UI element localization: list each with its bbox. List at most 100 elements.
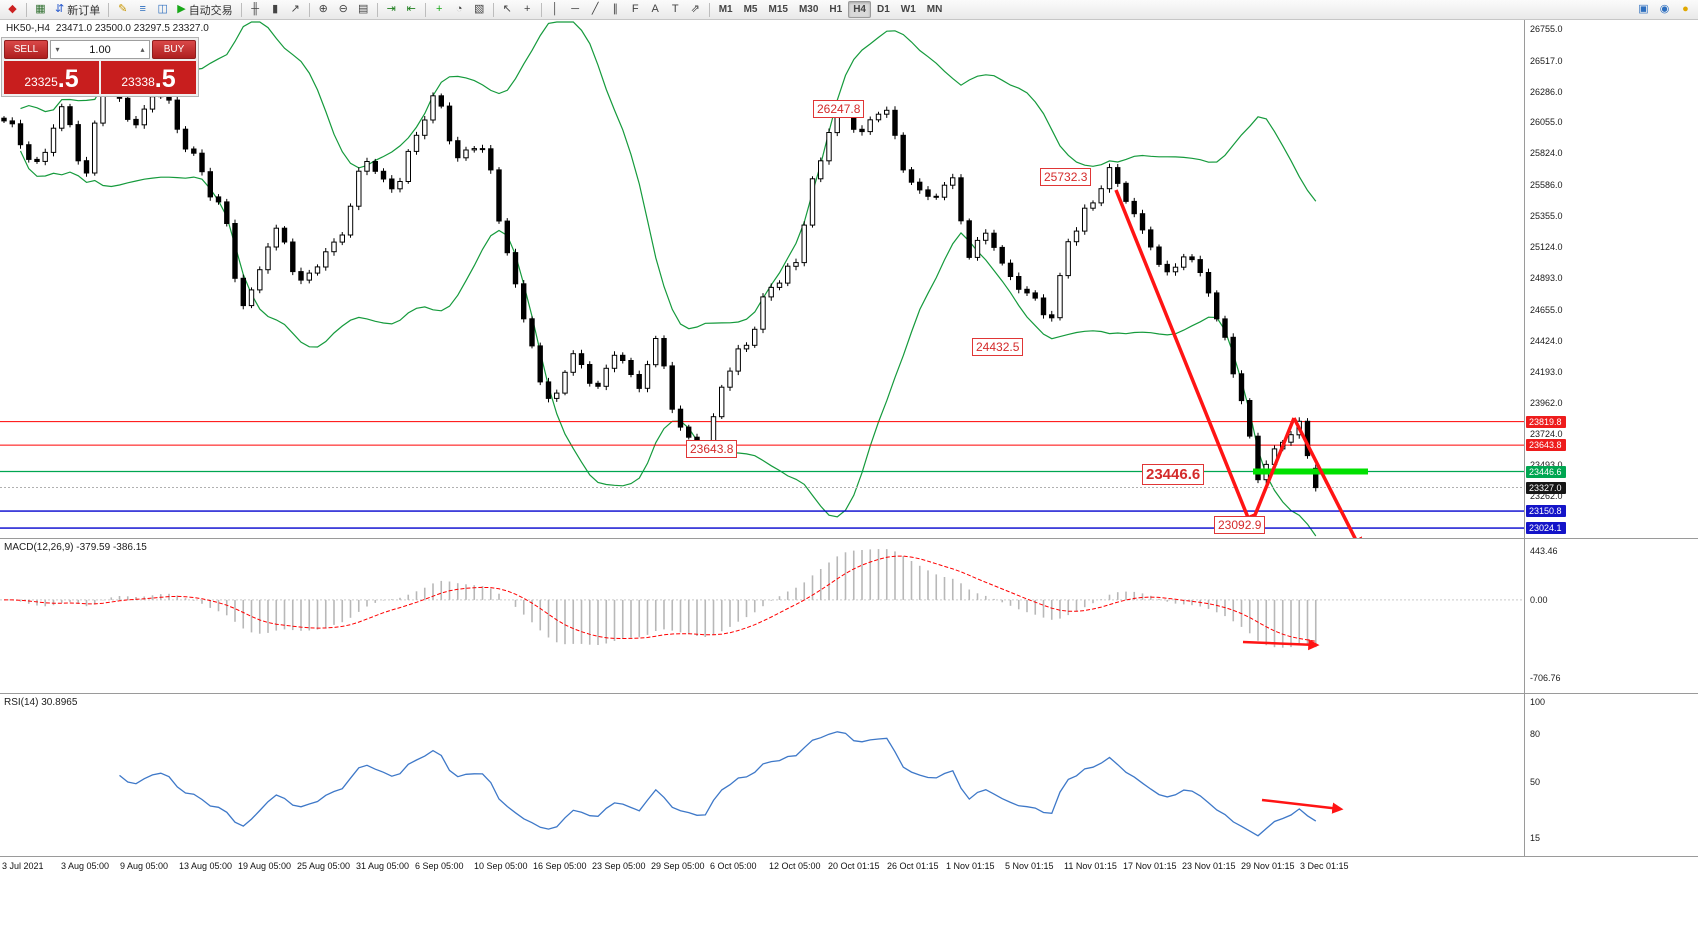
bollinger-bands [19, 21, 1317, 537]
arrows-tool-button[interactable]: ⇗ [686, 1, 705, 18]
vertical-line-button[interactable]: │ [546, 1, 565, 18]
vertical-line-button-icon: │ [551, 3, 559, 15]
sell-price-box[interactable]: 23325.5 [4, 61, 99, 94]
timeframe-d1-button[interactable]: D1 [877, 4, 890, 15]
zoom-out-button[interactable]: ⊖ [334, 1, 353, 18]
time-label: 10 Sep 05:00 [474, 861, 528, 871]
price-axis[interactable]: 26755.0 26517.0 26286.0 26055.0 25824.0 25586… [1524, 20, 1698, 538]
time-label: 6 Sep 05:00 [415, 861, 464, 871]
toolbar-separator [240, 2, 242, 17]
zoom-in-button[interactable]: ⊕ [314, 1, 333, 18]
zoom-in-button-icon: ⊕ [318, 3, 328, 15]
timeframe-h1-button[interactable]: H1 [829, 4, 843, 15]
price-axis-label: 26286.0 [1530, 86, 1563, 97]
rsi-panel[interactable]: RSI(14) 30.8965 100 80 50 15 [0, 693, 1698, 856]
macd-axis: 443.46 0.00 -706.76 [1524, 539, 1698, 693]
price-axis-label: 25124.0 [1530, 242, 1563, 252]
time-label: 26 Oct 01:15 [887, 861, 939, 871]
sell-button[interactable]: SELL [4, 40, 48, 59]
cursor-button-icon: ↖ [502, 3, 512, 15]
toolbar-right-group: ▣ ◉ ● [1634, 1, 1695, 18]
panels-button-icon: ▣ [1638, 3, 1649, 15]
label-button[interactable]: T [666, 1, 685, 18]
new-order-button[interactable]: ⇵ 新订单 [51, 1, 104, 18]
app-button[interactable]: ◆ [3, 1, 22, 18]
channel-button[interactable]: ∥ [606, 1, 625, 18]
trendline-button[interactable]: ╱ [586, 1, 605, 18]
cursor-button[interactable]: ↖ [498, 1, 517, 18]
time-label: 1 Nov 01:15 [946, 861, 995, 871]
arrows-tool-button-icon: ⇗ [690, 3, 700, 15]
time-label: 25 Aug 05:00 [297, 861, 351, 871]
channel-button-icon: ∥ [612, 3, 618, 15]
price-tag: 23150.8 [1526, 505, 1566, 518]
timeframe-m15-button[interactable]: M15 [768, 4, 788, 15]
volume-down-button[interactable]: ▾ [55, 45, 60, 54]
price-axis-label: 25824.0 [1530, 148, 1563, 159]
timeframe-m30-button[interactable]: M30 [798, 4, 819, 15]
panels-button[interactable]: ▣ [1634, 1, 1653, 18]
timeframe-w1-button[interactable]: W1 [900, 4, 916, 15]
time-label: 3 Aug 05:00 [61, 861, 110, 871]
text-button[interactable]: A [646, 1, 665, 18]
timeframe-m5-button[interactable]: M5 [743, 4, 758, 15]
tile-windows-button[interactable]: ▤ [354, 1, 373, 18]
line-chart-button[interactable]: ↗ [286, 1, 305, 18]
rsi-axis-label: 100 [1530, 697, 1546, 707]
price-axis-label: 26755.0 [1530, 23, 1563, 34]
alert-button[interactable]: ● [1676, 1, 1695, 18]
horizontal-line-button[interactable]: ─ [566, 1, 585, 18]
indicators-button[interactable]: + [430, 1, 449, 18]
toolbar-separator [376, 2, 378, 17]
volume-up-button[interactable]: ▴ [140, 45, 145, 54]
rsi-trend-arrow [1261, 798, 1344, 814]
candlestick-chart-button[interactable]: ▮ [266, 1, 285, 18]
buy-price-box[interactable]: 23338.5 [101, 61, 196, 94]
macd-values: -379.59 -386.15 [76, 542, 147, 553]
bar-chart-button[interactable]: ╫ [246, 1, 265, 18]
rsi-plot [119, 731, 1344, 837]
candlestick-plot[interactable] [0, 20, 1524, 538]
time-label: 19 Aug 05:00 [238, 861, 292, 871]
alert-button-icon: ● [1682, 3, 1689, 15]
timeframe-h4-button[interactable]: H4 [848, 1, 871, 18]
buy-price-big: .5 [154, 65, 176, 93]
price-axis-label: 24893.0 [1530, 272, 1563, 283]
time-axis[interactable]: 3 Jul 2021 3 Aug 05:00 9 Aug 05:00 13 Aug 0… [0, 856, 1698, 876]
new-chart-button[interactable]: ▦ [31, 1, 50, 18]
volume-input[interactable] [64, 42, 136, 57]
metaeditor-button[interactable]: ✎ [113, 1, 132, 18]
fibonacci-button[interactable]: F [626, 1, 645, 18]
time-label: 5 Nov 01:15 [1005, 861, 1054, 871]
main-chart-panel[interactable]: HK50-,H4 23471.0 23500.0 23297.5 23327.0 … [0, 20, 1698, 538]
macd-panel[interactable]: MACD(12,26,9) -379.59 -386.15 443.46 0.00… [0, 538, 1698, 693]
buy-price-small: 23338 [121, 75, 155, 89]
market-watch-button[interactable]: ≡ [133, 1, 152, 18]
templates-button[interactable]: ▧ [470, 1, 489, 18]
one-click-top-row: SELL ▾ ▴ BUY [4, 40, 196, 59]
rsi-value: 30.8965 [41, 697, 78, 708]
price-tag: 23327.0 [1526, 481, 1566, 494]
chart-shift-button[interactable]: ⇤ [402, 1, 421, 18]
time-label: 20 Oct 01:15 [828, 861, 880, 871]
time-label: 12 Oct 05:00 [769, 861, 821, 871]
price-axis-label: 26055.0 [1530, 117, 1563, 128]
timeframe-mn-button[interactable]: MN [926, 4, 943, 15]
community-button[interactable]: ◉ [1655, 1, 1674, 18]
one-click-trading-panel: SELL ▾ ▴ BUY 23325.5 23338.5 [1, 37, 199, 97]
price-axis-label: 26517.0 [1530, 55, 1563, 66]
macd-label: MACD(12,26,9) -379.59 -386.15 [4, 542, 147, 553]
macd-axis-label: 443.46 [1530, 545, 1558, 556]
auto-scroll-button-icon: ⇥ [386, 3, 396, 15]
auto-scroll-button[interactable]: ⇥ [382, 1, 401, 18]
periods-button[interactable]: ◔ [450, 1, 469, 18]
volume-stepper[interactable]: ▾ ▴ [50, 40, 150, 59]
line-chart-button-icon: ↗ [290, 3, 300, 15]
navigator-button[interactable]: ◫ [153, 1, 172, 18]
autotrading-button[interactable]: ▶ 自动交易 [173, 1, 236, 18]
timeframe-m1-button[interactable]: M1 [718, 4, 733, 15]
buy-button[interactable]: BUY [152, 40, 196, 59]
crosshair-button[interactable]: + [518, 1, 537, 18]
candlestick-chart-button-icon: ▮ [272, 3, 279, 15]
